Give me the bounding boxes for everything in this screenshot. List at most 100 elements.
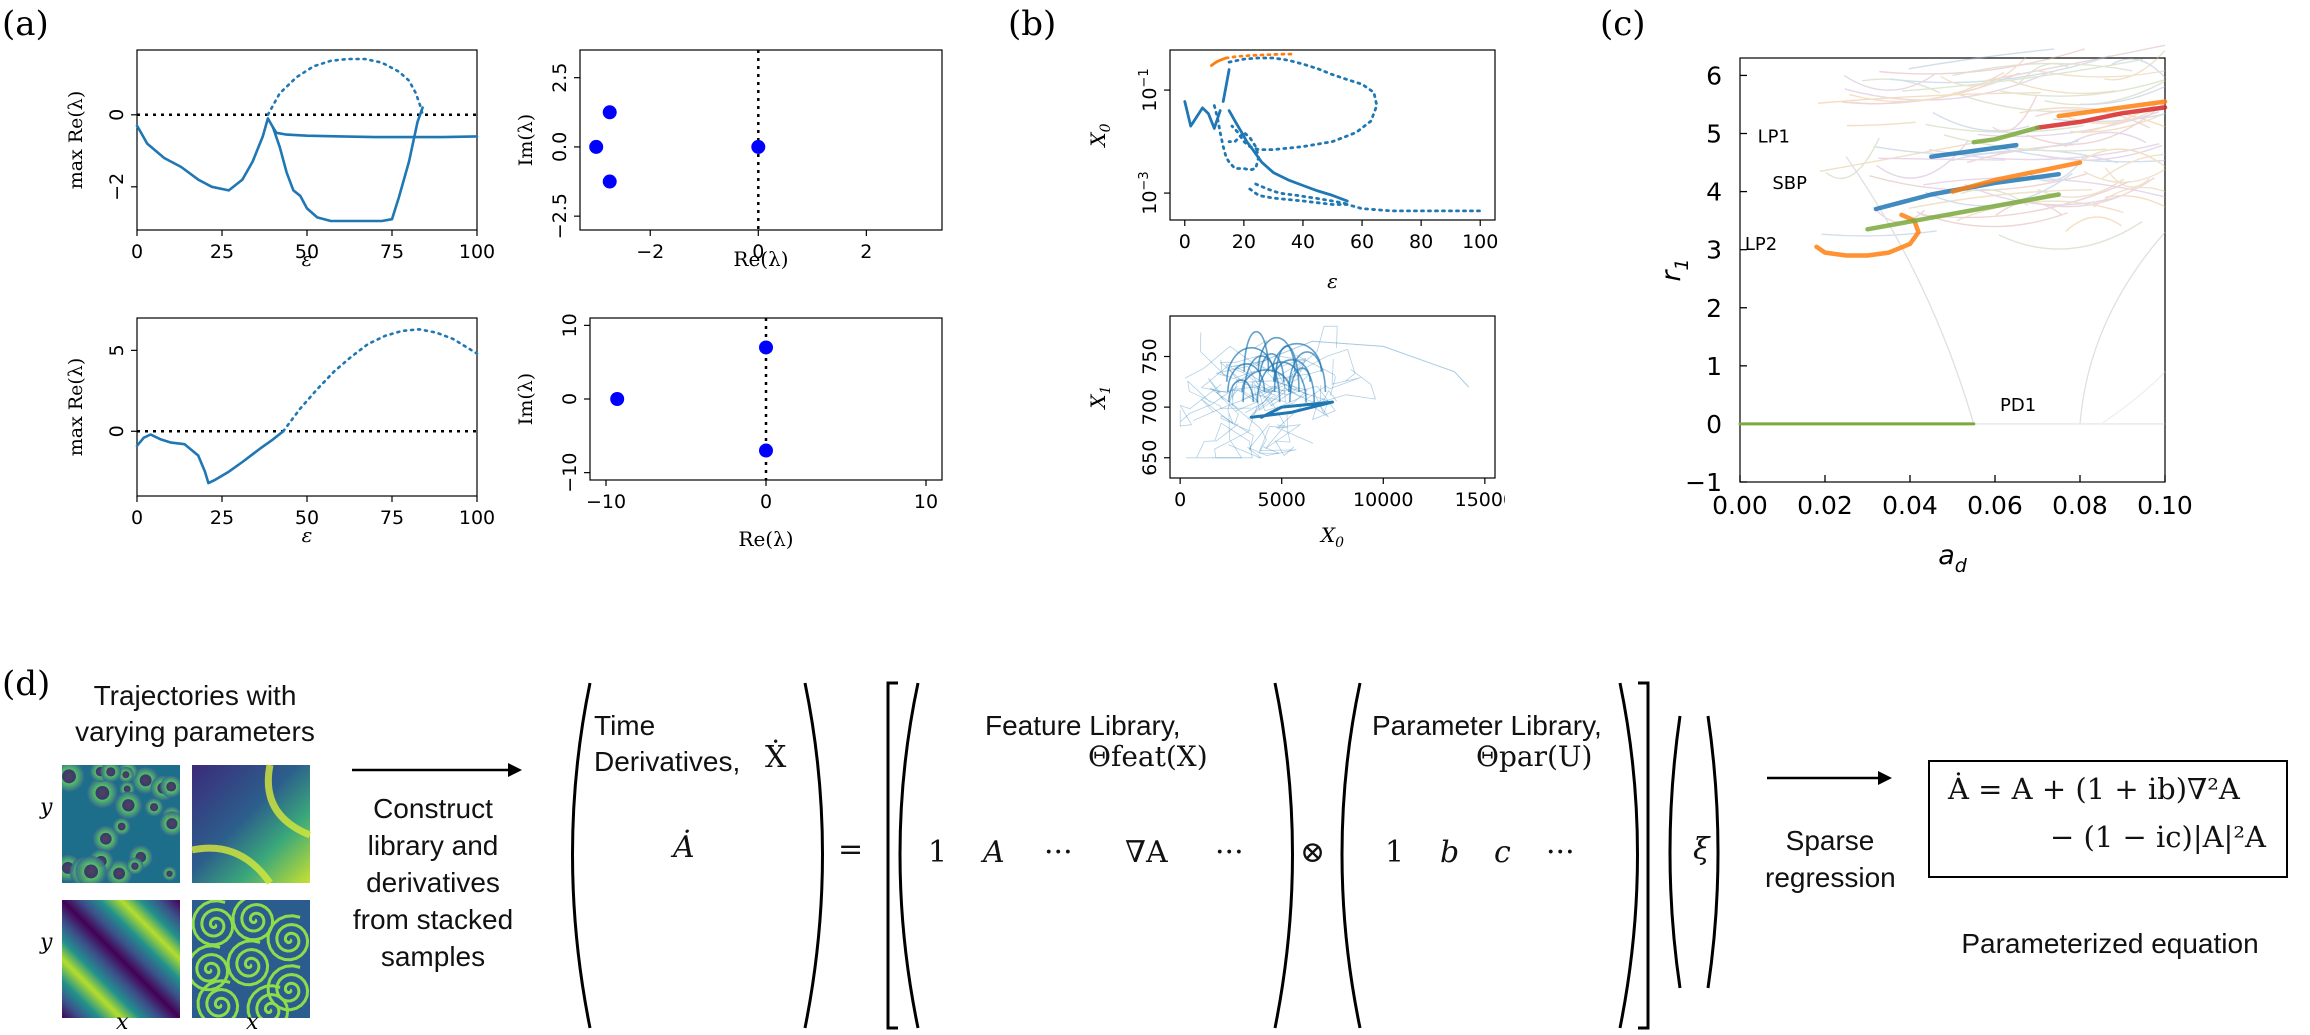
x-tick-label: 50 [295,507,319,529]
branch-curve [2037,144,2163,161]
branch-curve [1956,200,2124,222]
thumb-axis-y-top: y [40,795,53,820]
branch-curve [1879,48,2085,75]
equals-sign: = [838,832,864,867]
branch-curve [1844,70,2052,101]
x-tick-label: 50 [295,241,319,263]
arrow-construct [352,763,522,777]
spot-core [99,832,112,845]
x-tick-label: 0 [1179,231,1191,253]
branch-curve [2042,177,2155,208]
feature-library-text: Feature Library, [985,710,1181,741]
trajectory-strand [1199,332,1262,390]
branch-curve [1869,172,2088,192]
spot-core [149,803,159,812]
parameter-library-label: Parameter Library, [1372,708,1602,744]
x-tick-label: 0 [752,241,764,263]
feature-term-dots2: ··· [1215,835,1244,870]
eigenvalue-point-0 [602,105,617,120]
feature-library-label: Feature Library, [985,708,1181,744]
y-tick-label: 0.0 [549,132,571,162]
series-line-8 [1224,52,1296,60]
spiral [246,984,290,1018]
branch-curve [1873,140,2079,155]
branch-curve [2079,231,2166,424]
x-tick-label: 0.08 [2052,491,2108,520]
x-axis-label: ε [1327,269,1338,293]
param-term-1: 1 [1385,835,1405,870]
branch-series-4 [1950,160,2083,194]
branch-curve [1951,149,2119,164]
x-tick-label: 0.04 [1882,491,1938,520]
kronecker-symbol: ⊗ [1300,835,1326,870]
x-tick-label: 25 [210,241,234,263]
branch-curve [1943,134,2107,152]
y-tick-label: 5 [106,344,128,356]
x-tick-label: −2 [636,241,664,263]
branch-series-6 [2056,99,2168,119]
series-line-4 [1227,56,1379,151]
sparse-regression-text: Sparse regression [1765,825,1896,893]
x-tick-label: 25 [210,507,234,529]
y-tick-label: 750 [1139,338,1161,374]
y-tick-label: 10 [559,313,581,337]
branch-series-5 [2035,105,2168,130]
panel-label-a: (a) [2,4,49,44]
series-line-1 [281,328,479,433]
branch-curve [1923,177,2166,198]
branch-curve [2104,49,2166,81]
x-tick-label: 10 [914,491,938,513]
spot-core [166,781,177,792]
y-tick-label: −10 [559,453,581,493]
branch-curve [2093,186,2166,208]
chart-b1-bifurcation: 0 20 40 60 80 100 10−1 10−3 ε X0 [1086,49,1498,293]
branch-curve [1952,62,2133,77]
y-tick-label: 10−3 [1137,171,1161,214]
branch-curve [1878,157,2006,161]
plot-frame [579,49,943,231]
branch-curve [1995,201,2063,217]
feature-term-1: 1 [928,835,948,870]
y-tick-label: −2 [106,173,128,201]
feature-library-symbol: Θfeat(X) [1088,740,1208,773]
thumb-axis-x-right: x [246,1010,259,1035]
trajectory-strand [1179,386,1238,427]
trajectory-strand [1193,386,1277,421]
branch-curve [2083,168,2166,183]
branch-curve [1966,144,2074,164]
spot-core [122,799,135,812]
x-tick-label: 60 [1350,231,1374,253]
panel-label-b: (b) [1008,4,1057,44]
branch-curve [1889,55,2111,84]
branch-curve [2009,79,2116,95]
thumb-axis-x-left: x [116,1010,129,1035]
x-axis-label: X0 [1319,523,1344,551]
y-tick-label: −2.5 [549,193,571,239]
branch-curve [1992,95,2038,132]
spot-core [123,785,131,793]
series-line-7 [1210,56,1228,67]
series-line-3 [1212,104,1260,172]
spot-core [131,862,139,870]
x-tick-label: 100 [1462,231,1498,253]
plot-frame [1169,315,1496,479]
trajectory-strand [1200,386,1259,424]
trajectory-loop [1257,336,1296,372]
branch-curve [2111,58,2166,78]
branch-curve [2044,80,2166,106]
panel-label-c: (c) [1600,4,1646,44]
spiral [231,900,275,942]
y-tick-label: 700 [1139,389,1161,425]
trajectory-loop [1227,363,1266,392]
trajectory-strand [1272,373,1310,406]
spiral [266,914,310,962]
trajectory-strand [1230,381,1273,407]
branch-curve [2001,147,2166,163]
matrix-brackets [571,681,1720,1030]
branch-curve [2104,167,2150,188]
plot-frame [136,49,478,231]
branch-curve [1825,137,1880,180]
spot-core [166,870,173,877]
trajectory-loop [1256,361,1307,403]
spot-core [139,774,152,787]
